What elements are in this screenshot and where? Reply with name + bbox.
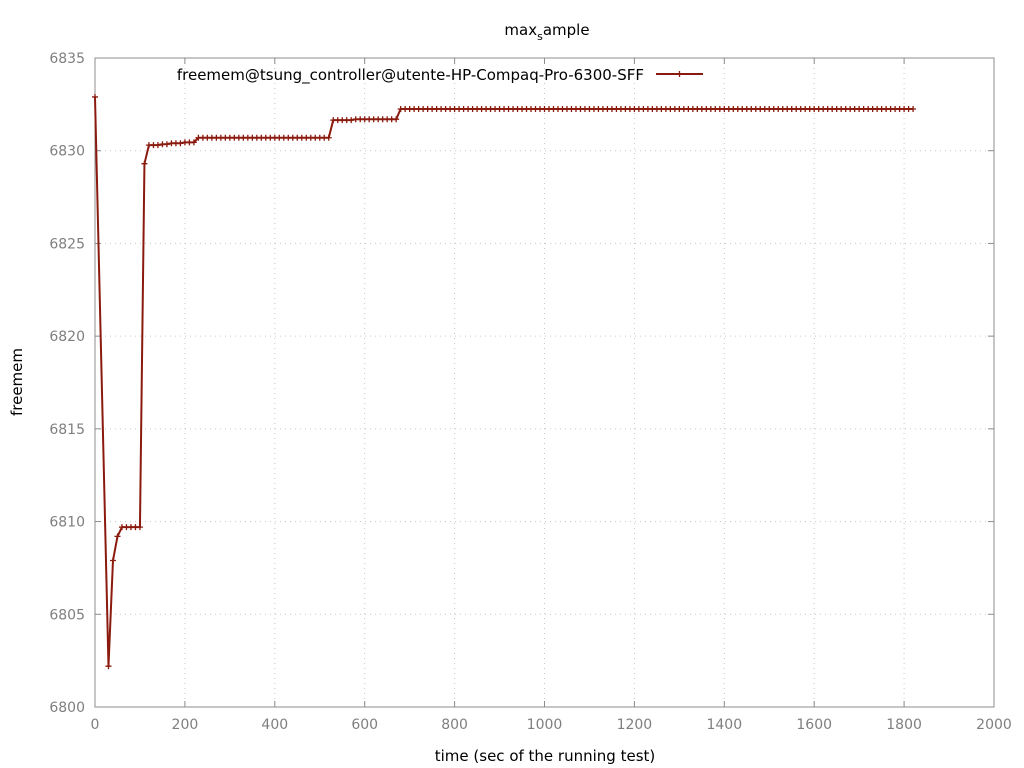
data-point-marker [325,134,332,141]
x-tick-label: 600 [351,717,378,733]
y-tick-label: 6805 [49,607,85,623]
data-point-marker [348,117,355,124]
data-point-marker [163,141,170,148]
x-tick-label: 400 [261,717,288,733]
x-tick-label: 800 [441,717,468,733]
plot-border [94,57,995,708]
x-tick-label: 1000 [527,717,563,733]
legend-label: freemem@tsung_controller@utente-HP-Compa… [177,66,644,85]
legend: freemem@tsung_controller@utente-HP-Compa… [177,66,703,85]
y-tick-label: 6835 [49,51,85,67]
x-tick-label: 1400 [706,717,742,733]
y-tick-label: 6820 [49,329,85,345]
x-tick-label: 1600 [796,717,832,733]
data-point-marker [141,160,148,167]
y-tick-label: 6815 [49,422,85,438]
grid [95,57,995,707]
x-tick-label: 1800 [886,717,922,733]
data-point-marker [114,533,121,540]
chart-title-subscript: s [537,30,543,43]
x-tick-label: 1200 [617,717,653,733]
data-point-marker [393,116,400,123]
data-point-marker [177,140,184,147]
data-point-marker [92,93,98,100]
series-line [94,96,914,668]
x-tick-label: 2000 [976,717,1012,733]
data-point-marker [910,105,917,112]
y-axis-label: freemem [8,348,26,416]
x-axis-label: time (sec of the running test) [435,747,656,765]
y-tick-label: 6800 [49,700,85,716]
chart-title-rest: ample [543,21,590,39]
data-point-marker [105,663,112,670]
chart-title-main: max [504,21,537,39]
legend-marker [676,71,683,77]
data-point-marker [109,557,116,564]
series-layer [92,93,917,670]
data-point-marker [190,139,197,146]
y-tick-label: 6830 [49,144,85,160]
x-tick-label: 200 [172,717,199,733]
data-point-marker [154,142,161,149]
data-point-marker [136,524,143,531]
axes: 0 200 400 600 800 1000 1200 1400 1600 1800 2000 680… [49,51,1011,733]
x-tick-label: 0 [91,717,100,733]
y-tick-label: 6810 [49,515,85,531]
chart-title: maxsample [504,21,589,43]
y-tick-label: 6825 [49,236,85,252]
